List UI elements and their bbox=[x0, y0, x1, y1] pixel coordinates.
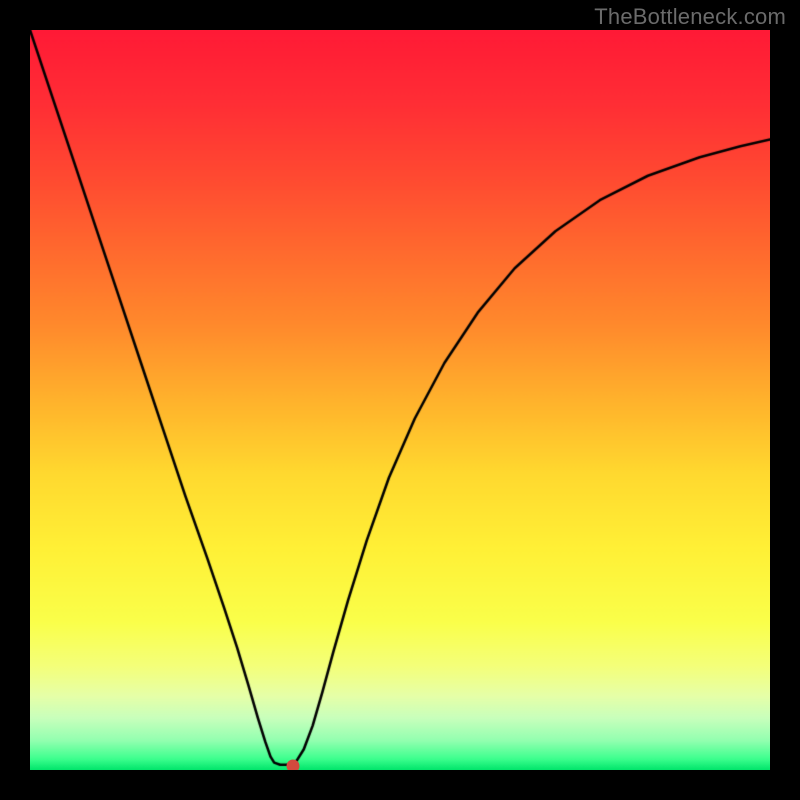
watermark-text: TheBottleneck.com bbox=[594, 4, 786, 30]
chart-frame: TheBottleneck.com bbox=[0, 0, 800, 800]
plot-area bbox=[30, 30, 770, 770]
optimum-marker bbox=[287, 760, 300, 770]
bottleneck-curve bbox=[30, 30, 770, 770]
